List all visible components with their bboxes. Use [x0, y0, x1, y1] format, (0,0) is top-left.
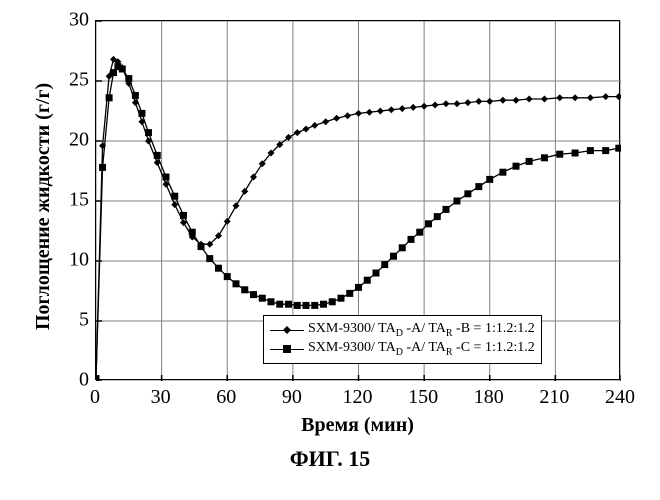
legend: SXM-9300/ TAD -A/ TAR -B = 1:1.2:1.2SXM-…: [263, 315, 542, 364]
legend-label: SXM-9300/ TAD -A/ TAR -B = 1:1.2:1.2: [308, 321, 535, 339]
xtick-label: 90: [282, 386, 302, 409]
x-axis-label: Время (мин): [95, 414, 620, 437]
ytick-label: 20: [49, 129, 89, 152]
ytick-label: 30: [49, 9, 89, 32]
xtick-label: 180: [474, 386, 504, 409]
xtick-label: 30: [151, 386, 171, 409]
figure-caption: ФИГ. 15: [0, 446, 660, 472]
xtick-label: 210: [539, 386, 569, 409]
legend-item: SXM-9300/ TAD -A/ TAR -B = 1:1.2:1.2: [270, 321, 535, 339]
xtick-label: 60: [216, 386, 236, 409]
xtick-label: 120: [343, 386, 373, 409]
ytick-label: 25: [49, 69, 89, 92]
figure: Поглощение жидкости (г/г) Время (мин) ФИ…: [0, 0, 660, 500]
legend-swatch: [270, 323, 304, 337]
xtick-label: 150: [408, 386, 438, 409]
legend-label: SXM-9300/ TAD -A/ TAR -C = 1:1.2:1.2: [308, 340, 535, 358]
ytick-label: 10: [49, 249, 89, 272]
ytick-label: 0: [49, 369, 89, 392]
legend-swatch: [270, 342, 304, 356]
xtick-label: 240: [605, 386, 635, 409]
xtick-label: 0: [90, 386, 100, 409]
ytick-label: 15: [49, 189, 89, 212]
ytick-label: 5: [49, 309, 89, 332]
legend-item: SXM-9300/ TAD -A/ TAR -C = 1:1.2:1.2: [270, 340, 535, 358]
